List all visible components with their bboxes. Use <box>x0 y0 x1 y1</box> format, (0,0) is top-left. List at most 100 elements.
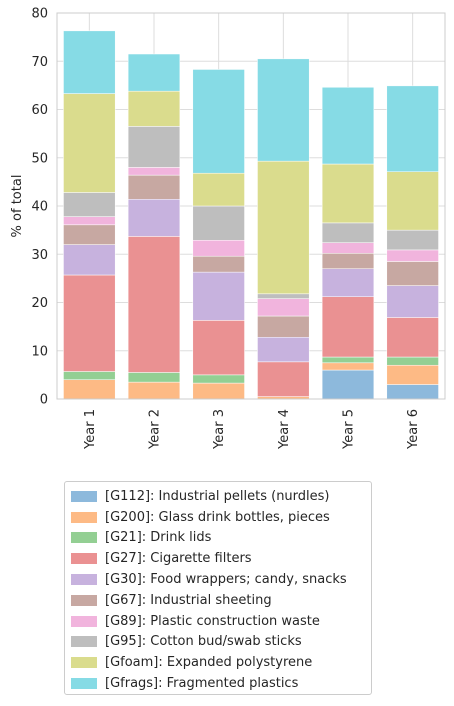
bar-segment <box>127 90 181 127</box>
legend: [G112]: Industrial pellets (nurdles) [G20… <box>64 481 372 695</box>
legend-item: [G112]: Industrial pellets (nurdles) <box>65 486 371 507</box>
legend-item: [Gfoam]: Expanded polystyrene <box>65 652 371 673</box>
legend-swatch <box>71 678 97 690</box>
legend-label: [Gfrags]: Fragmented plastics <box>105 676 299 692</box>
legend-label: [G30]: Food wrappers; candy, snacks <box>105 572 347 588</box>
x-tick-label: Year 5 <box>342 409 357 450</box>
bar-segment <box>386 317 439 358</box>
bar-segment <box>321 222 375 243</box>
legend-swatch <box>71 553 97 565</box>
bar-segment <box>386 384 439 400</box>
bar-segment <box>257 293 310 299</box>
legend-swatch <box>71 490 97 502</box>
bar-segment <box>192 205 245 241</box>
bar-segment <box>127 174 181 200</box>
bar-segment <box>127 381 181 400</box>
bar-segment <box>321 268 375 297</box>
y-tick-label: 60 <box>31 103 48 118</box>
bar-segment <box>386 285 439 318</box>
bar-segment <box>386 356 439 366</box>
legend-item: [G27]: Cigarette filters <box>65 548 371 569</box>
bar-segment <box>321 163 375 224</box>
bar-segment <box>192 320 245 376</box>
bar-segment <box>386 229 439 251</box>
bar-segment <box>321 87 375 165</box>
legend-label: [G89]: Plastic construction waste <box>105 613 320 629</box>
legend-label: [Gfoam]: Expanded polystyrene <box>105 655 313 671</box>
x-tick-label: Year 4 <box>277 409 292 450</box>
y-tick-label: 40 <box>31 200 48 215</box>
bar-segment <box>63 216 116 226</box>
legend-swatch <box>71 615 97 627</box>
plot-frame <box>56 12 446 400</box>
bar-segment <box>127 167 181 176</box>
y-tick-label: 50 <box>31 151 48 166</box>
y-tick-label: 0 <box>40 393 48 408</box>
bar-segment <box>386 364 439 385</box>
bar-segment <box>63 30 116 94</box>
legend-swatch <box>71 511 97 523</box>
bar-segment <box>257 160 310 295</box>
bars <box>63 30 439 400</box>
x-tick-label: Year 3 <box>212 409 227 450</box>
bar-segment <box>257 315 310 338</box>
bar-segment <box>192 382 245 400</box>
bar-segment <box>63 371 116 380</box>
bar-segment <box>63 379 116 400</box>
bar-segment <box>192 271 245 321</box>
legend-item: [G67]: Industrial sheeting <box>65 590 371 611</box>
bar-segment <box>321 253 375 269</box>
legend-item: [G95]: Cotton bud/swab sticks <box>65 632 371 653</box>
bar-segment <box>257 361 310 397</box>
bar-segment <box>63 274 116 372</box>
legend-label: [G112]: Industrial pellets (nurdles) <box>105 488 330 504</box>
y-tick-label: 10 <box>31 344 48 359</box>
y-tick-label: 70 <box>31 55 48 70</box>
bar-segment <box>321 369 375 400</box>
y-axis-label: % of total <box>10 175 25 238</box>
bar-segment <box>127 126 181 168</box>
legend-swatch <box>71 594 97 606</box>
y-tick-label: 30 <box>31 248 48 263</box>
legend-swatch <box>71 574 97 586</box>
bar-segment <box>321 242 375 254</box>
bar-segment <box>127 372 181 383</box>
legend-item: [G21]: Drink lids <box>65 528 371 549</box>
bar-segment <box>257 58 310 162</box>
bar-segment <box>257 298 310 317</box>
bar-segment <box>192 172 245 207</box>
bar-segment <box>127 236 181 373</box>
x-tick-label: Year 2 <box>148 409 163 450</box>
y-ticks: 0 10 20 30 40 50 60 70 80 <box>31 7 48 408</box>
legend-item: [G30]: Food wrappers; candy, snacks <box>65 569 371 590</box>
y-tick-label: 80 <box>31 7 48 22</box>
x-tick-label: Year 6 <box>406 409 421 450</box>
bar-segment <box>386 261 439 286</box>
legend-swatch <box>71 532 97 544</box>
x-ticks: Year 1 Year 2 Year 3 Year 4 Year 5 Year 6 <box>83 409 421 450</box>
x-tick-label: Year 1 <box>83 409 98 450</box>
bar-segment <box>386 171 439 231</box>
legend-label: [G95]: Cotton bud/swab sticks <box>105 634 302 650</box>
bar-segment <box>192 69 245 174</box>
y-tick-label: 20 <box>31 296 48 311</box>
bar-segment <box>321 296 375 358</box>
bar-segment <box>386 85 439 172</box>
bar-segment <box>192 374 245 384</box>
bar-segment <box>192 255 245 273</box>
legend-item: [G200]: Glass drink bottles, pieces <box>65 507 371 528</box>
legend-label: [G67]: Industrial sheeting <box>105 592 272 608</box>
bar-segment <box>63 244 116 276</box>
bar-segment <box>63 192 116 217</box>
legend-swatch <box>71 636 97 648</box>
bar-segment <box>63 224 116 245</box>
bar-segment <box>321 362 375 371</box>
bar-segment <box>63 93 116 193</box>
legend-item: [G89]: Plastic construction waste <box>65 611 371 632</box>
bar-segment <box>192 240 245 257</box>
legend-swatch <box>71 657 97 669</box>
legend-item: [Gfrags]: Fragmented plastics <box>65 673 371 694</box>
legend-label: [G27]: Cigarette filters <box>105 551 252 567</box>
bar-segment <box>127 198 181 237</box>
